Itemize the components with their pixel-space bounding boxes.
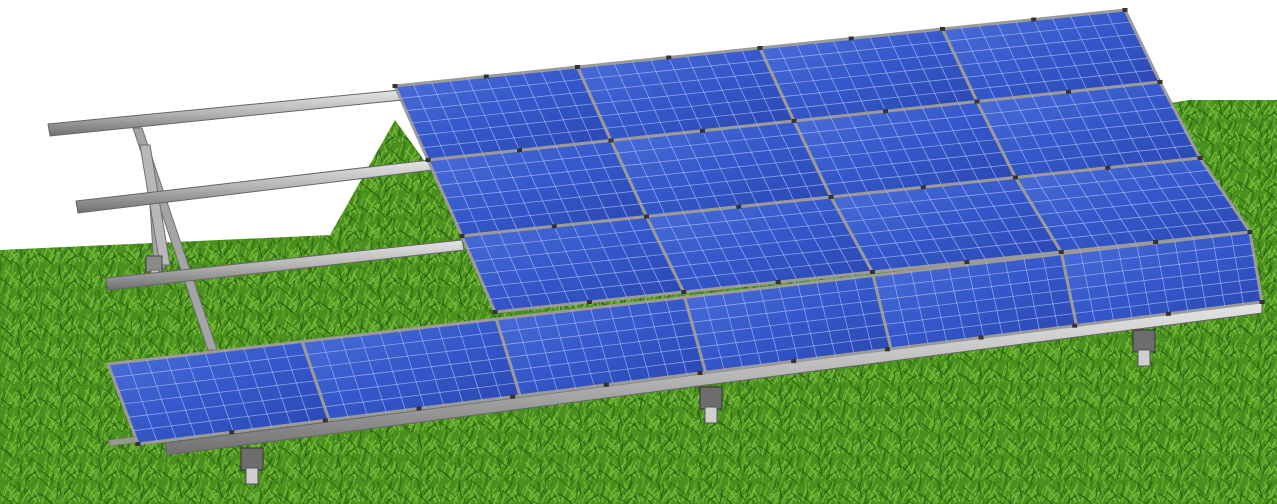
solar-panel-3 <box>757 27 980 123</box>
clamp <box>870 270 875 274</box>
clamp <box>551 224 557 229</box>
clamp <box>483 74 489 79</box>
clamp <box>1165 311 1171 316</box>
clamp <box>828 195 834 199</box>
clamp <box>575 65 580 69</box>
clamp <box>884 347 890 352</box>
solar-panel-18 <box>1059 230 1264 328</box>
clamp <box>586 300 592 304</box>
clamp <box>135 442 141 446</box>
clamp <box>940 27 945 31</box>
clamp <box>666 55 672 60</box>
clamp <box>883 109 888 114</box>
solar-panel-6 <box>608 119 834 219</box>
clamp <box>920 185 926 190</box>
clamp <box>416 406 422 411</box>
clamp <box>1058 250 1064 254</box>
clamp <box>603 382 609 387</box>
clamp <box>459 234 465 238</box>
solar-panel-9 <box>459 214 687 314</box>
clamp <box>1066 89 1071 94</box>
clamp <box>848 36 854 41</box>
clamp <box>1031 17 1037 22</box>
solar-panel-7 <box>791 99 1018 199</box>
clamp <box>700 128 705 133</box>
clamp <box>1072 323 1078 328</box>
clamp <box>681 290 687 294</box>
clamp <box>775 280 781 284</box>
solar-panel-15 <box>494 295 708 398</box>
clamp <box>978 335 984 340</box>
clamp <box>425 158 431 162</box>
clamp <box>697 371 703 375</box>
clamp <box>1197 156 1203 160</box>
solar-panel-2 <box>575 46 797 143</box>
clamp <box>1153 240 1159 244</box>
clamp <box>510 394 516 399</box>
clamp <box>757 46 763 50</box>
clamp <box>517 148 522 153</box>
clamp <box>322 418 328 423</box>
clamp <box>608 138 614 143</box>
clamp <box>974 99 980 104</box>
clamp <box>1157 80 1163 84</box>
clamp <box>1105 165 1111 170</box>
solar-panel-1 <box>392 65 614 162</box>
clamp <box>492 310 498 314</box>
solar-panel-13 <box>105 339 332 446</box>
clamp <box>791 119 797 123</box>
clamp <box>644 214 649 219</box>
clamp <box>392 84 398 88</box>
clamp <box>1013 175 1018 180</box>
clamp <box>964 260 970 264</box>
clamp <box>1122 8 1128 12</box>
panel-clamps <box>135 8 1265 446</box>
solar-panel-11 <box>828 175 1064 274</box>
clamp <box>791 359 797 364</box>
clamp <box>229 430 235 435</box>
solar-panel-14 <box>300 317 523 422</box>
clamp <box>1259 300 1265 304</box>
solar-panels <box>105 8 1265 446</box>
clamp <box>736 204 742 209</box>
clamp <box>1247 230 1253 234</box>
ground-posts <box>240 329 1156 485</box>
